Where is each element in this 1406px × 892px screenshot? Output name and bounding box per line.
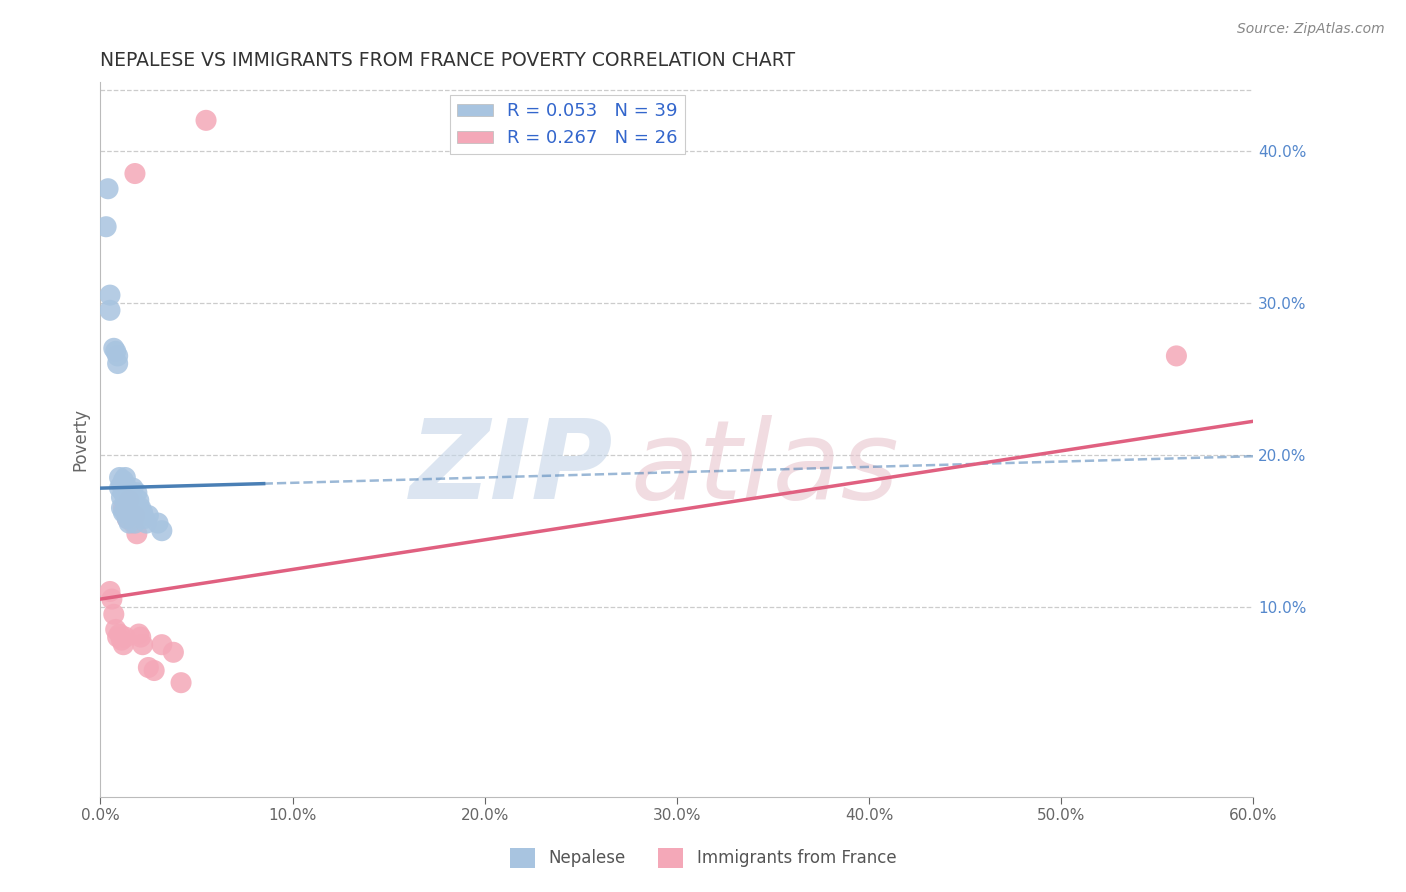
Point [122,481,145,495]
Point [110,500,132,515]
Point [117,481,139,495]
Point [138,660,160,674]
Point [110,490,132,504]
Y-axis label: Poverty: Poverty [72,408,89,471]
Point [195,113,218,128]
Legend: Nepalese, Immigrants from France: Nepalese, Immigrants from France [503,841,903,875]
Point [98,303,121,318]
Point [120,511,142,525]
Point [124,516,146,530]
Point [122,496,145,510]
Point [131,506,153,520]
Point [112,474,135,488]
Point [117,511,139,525]
Point [104,623,127,637]
Point [98,288,121,302]
Point [124,167,146,181]
Point [110,478,132,492]
Point [125,526,148,541]
Point [170,675,193,690]
Point [118,493,141,508]
Point [114,506,136,520]
Point [129,630,152,644]
Point [124,508,146,523]
Point [150,638,173,652]
Point [135,516,157,530]
Point [122,516,145,530]
Point [146,516,169,530]
Legend: R = 0.053   N = 39, R = 0.267   N = 26: R = 0.053 N = 39, R = 0.267 N = 26 [450,95,685,154]
Point [103,341,125,355]
Point [97,182,120,196]
Point [108,470,131,484]
Point [117,511,139,525]
Point [114,490,136,504]
Point [110,633,132,648]
Point [117,496,139,510]
Point [94,219,117,234]
Point [114,470,136,484]
Point [108,481,131,495]
Point [112,506,135,520]
Point [143,664,166,678]
Point [128,627,150,641]
Point [131,638,153,652]
Point [114,481,136,495]
Point [112,500,135,515]
Text: NEPALESE VS IMMIGRANTS FROM FRANCE POVERTY CORRELATION CHART: NEPALESE VS IMMIGRANTS FROM FRANCE POVER… [100,51,796,70]
Point [162,645,184,659]
Point [104,344,127,359]
Point [128,493,150,508]
Point [112,638,135,652]
Text: ZIP: ZIP [411,415,613,522]
Point [125,485,148,500]
Point [118,485,141,500]
Point [118,496,141,510]
Point [98,584,121,599]
Point [107,357,129,371]
Point [125,500,148,515]
Point [138,508,160,523]
Point [124,496,146,510]
Point [129,500,152,515]
Point [107,349,129,363]
Point [118,508,141,523]
Point [108,627,131,641]
Point [114,500,136,515]
Point [114,630,136,644]
Point [101,592,124,607]
Point [112,485,135,500]
Point [150,524,173,538]
Text: Source: ZipAtlas.com: Source: ZipAtlas.com [1237,22,1385,37]
Point [120,493,142,508]
Point [118,516,141,530]
Point [134,511,156,525]
Point [1166,349,1188,363]
Point [103,607,125,622]
Point [107,630,129,644]
Text: atlas: atlas [631,415,900,522]
